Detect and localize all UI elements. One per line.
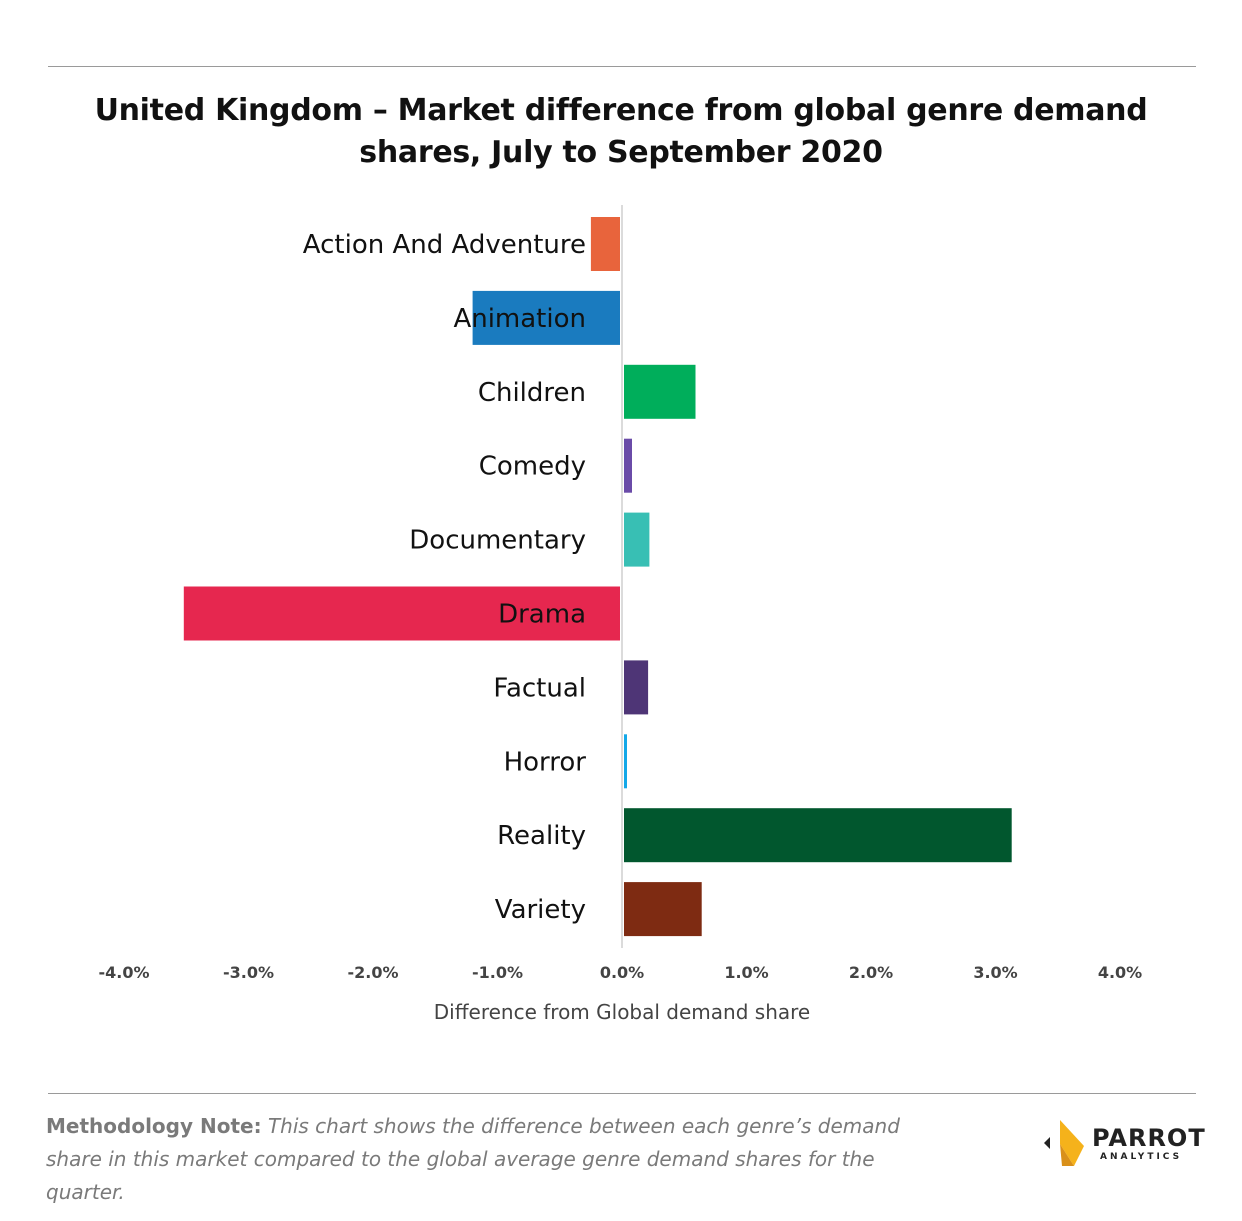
bar-children [624, 364, 696, 419]
bar-documentary [624, 512, 650, 567]
logo-subtitle: ANALYTICS [1100, 1152, 1183, 1162]
bar-action-and-adventure [590, 217, 620, 271]
parrot-logo-icon [1044, 1120, 1084, 1166]
x-tick-label: 1.0% [724, 963, 768, 982]
x-tick-label: -1.0% [472, 963, 523, 982]
methodology-lead: Methodology Note: [46, 1114, 262, 1138]
category-label: Horror [504, 747, 587, 777]
category-label: Children [478, 378, 586, 408]
x-tick-label: 2.0% [849, 963, 893, 982]
logo-name: PARROT [1092, 1124, 1206, 1152]
bottom-divider [48, 1093, 1196, 1094]
bar-variety [624, 882, 702, 937]
bar-comedy [624, 438, 632, 493]
bar-horror [624, 734, 627, 789]
methodology-text: This chart shows the difference between … [46, 1114, 900, 1204]
category-label: Comedy [479, 452, 586, 482]
top-divider [48, 66, 1196, 67]
category-label: Drama [498, 600, 586, 630]
x-tick-label: 4.0% [1098, 963, 1142, 982]
bar-drama [183, 586, 621, 641]
bar-factual [624, 660, 649, 715]
x-axis-label: Difference from Global demand share [434, 1000, 810, 1024]
x-tick-label: -2.0% [347, 963, 398, 982]
methodology-note: Methodology Note: This chart shows the d… [46, 1110, 926, 1209]
category-label: Animation [453, 304, 586, 334]
bar-reality [624, 808, 1012, 863]
category-label: Factual [493, 673, 586, 703]
x-tick-label: -4.0% [98, 963, 149, 982]
category-label: Reality [497, 821, 586, 851]
category-label: Documentary [409, 526, 586, 556]
x-tick-label: 3.0% [973, 963, 1017, 982]
category-label: Action And Adventure [303, 230, 586, 260]
x-tick-label: 0.0% [600, 963, 644, 982]
parrot-analytics-logo: PARROT ANALYTICS [1040, 1118, 1205, 1168]
chart-title: United Kingdom – Market difference from … [94, 93, 1148, 170]
category-label: Variety [495, 895, 586, 925]
bar-animation [472, 290, 620, 345]
bar-chart: Action And Adventure Animation Children Com… [98, 205, 1142, 1024]
x-tick-label: -3.0% [223, 963, 274, 982]
